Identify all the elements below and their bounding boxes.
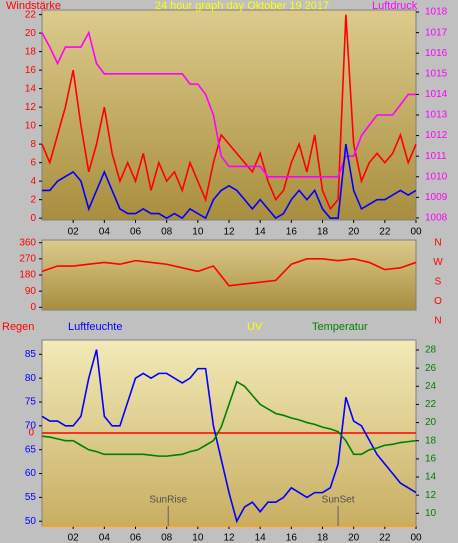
y2-tick-label: 12 — [425, 490, 437, 501]
y2-tick-label: 24 — [425, 381, 437, 392]
y-tick-label: 55 — [25, 492, 37, 503]
series-label: UV — [247, 321, 263, 333]
series-line — [41, 30, 416, 178]
direction-label: S — [435, 277, 442, 288]
y2-tick-label: 1012 — [425, 130, 448, 141]
series-line — [41, 349, 417, 524]
x-tick-label: 08 — [161, 227, 173, 238]
y2-tick-label: 1009 — [425, 192, 448, 203]
x-tick-label: 06 — [130, 227, 142, 238]
y-tick-label: 60 — [25, 468, 37, 479]
y3-tick-label: 0 — [28, 428, 34, 439]
y2-tick-label: 28 — [425, 345, 437, 356]
x-tick-label: 12 — [223, 227, 235, 238]
x-tick-label: 16 — [286, 227, 298, 238]
x-tick-label: 10 — [192, 227, 204, 238]
y-tick-label: 360 — [19, 237, 36, 248]
y2-axis-title: Luftdruck — [372, 0, 418, 12]
y2-tick-label: 26 — [425, 363, 437, 374]
y2-tick-label: 1014 — [425, 89, 448, 100]
y2-tick-label: 18 — [425, 435, 437, 446]
y-tick-label: 20 — [25, 28, 37, 39]
y2-tick-label: 1010 — [425, 171, 448, 182]
direction-label: O — [434, 296, 442, 307]
chart-title: 24 hour graph day Oktober 19 2017 — [155, 0, 329, 12]
x-tick-label: 00 — [410, 533, 422, 543]
x-tick-label: 12 — [223, 533, 235, 543]
y2-tick-label: 1008 — [425, 213, 448, 224]
series-line — [42, 144, 417, 220]
x-tick-label: 14 — [255, 227, 267, 238]
y2-tick-label: 16 — [425, 453, 437, 464]
x-tick-label: 06 — [130, 533, 142, 543]
x-tick-label: 04 — [99, 533, 111, 543]
y-tick-label: 0 — [30, 213, 36, 224]
y-tick-label: 18 — [25, 46, 37, 57]
y-tick-label: 75 — [25, 397, 37, 408]
y2-tick-label: 1018 — [425, 7, 448, 18]
y-tick-label: 65 — [25, 444, 37, 455]
y2-tick-label: 1015 — [425, 68, 448, 79]
y-axis-title: Windstärke — [6, 0, 61, 12]
x-tick-label: 16 — [286, 533, 298, 543]
x-tick-label: 00 — [410, 227, 422, 238]
x-tick-label: 14 — [255, 533, 267, 543]
y2-tick-label: 1016 — [425, 48, 448, 59]
direction-label: N — [434, 238, 441, 249]
y-tick-label: 180 — [19, 270, 36, 281]
x-tick-label: 02 — [68, 227, 80, 238]
y-tick-label: 2 — [30, 194, 36, 205]
x-tick-label: 20 — [348, 227, 360, 238]
direction-label: W — [433, 257, 443, 268]
y-tick-label: 0 — [30, 302, 36, 313]
y-tick-label: 4 — [30, 176, 36, 187]
plot-area — [41, 239, 417, 311]
series-label: Temperatur — [312, 321, 368, 333]
y-tick-label: 22 — [25, 9, 37, 20]
y2-tick-label: 1011 — [425, 151, 447, 162]
y2-tick-label: 20 — [425, 417, 437, 428]
x-tick-label: 20 — [348, 533, 360, 543]
series-line — [41, 258, 417, 287]
x-tick-label: 18 — [317, 533, 329, 543]
y-tick-label: 90 — [25, 286, 37, 297]
x-tick-label: 10 — [192, 533, 204, 543]
annotation-text: SunSet — [322, 495, 355, 506]
x-tick-label: 08 — [161, 533, 173, 543]
x-tick-label: 22 — [379, 227, 391, 238]
y2-tick-label: 22 — [425, 399, 437, 410]
y-tick-label: 85 — [25, 349, 37, 360]
y2-tick-label: 1013 — [425, 110, 448, 121]
y2-tick-label: 10 — [425, 508, 437, 519]
y-tick-label: 14 — [25, 83, 37, 94]
x-tick-label: 18 — [317, 227, 329, 238]
y-tick-label: 6 — [30, 157, 36, 168]
series-label: Luftfeuchte — [68, 321, 122, 333]
x-tick-label: 04 — [99, 227, 111, 238]
y-tick-label: 16 — [25, 65, 37, 76]
series-label: Regen — [2, 321, 34, 333]
x-tick-label: 22 — [379, 533, 391, 543]
y-tick-label: 8 — [30, 139, 36, 150]
y-tick-label: 270 — [19, 253, 36, 264]
y-tick-label: 12 — [25, 102, 37, 113]
y-tick-label: 70 — [25, 420, 37, 431]
annotation-text: SunRise — [149, 495, 187, 506]
direction-label: N — [434, 316, 441, 327]
y-tick-label: 80 — [25, 373, 37, 384]
series-line — [41, 380, 417, 457]
y-tick-label: 50 — [25, 516, 37, 527]
y2-tick-label: 1017 — [425, 27, 448, 38]
y2-tick-label: 14 — [425, 472, 437, 483]
x-tick-label: 02 — [68, 533, 80, 543]
series-line — [41, 14, 417, 211]
y-tick-label: 10 — [25, 120, 37, 131]
